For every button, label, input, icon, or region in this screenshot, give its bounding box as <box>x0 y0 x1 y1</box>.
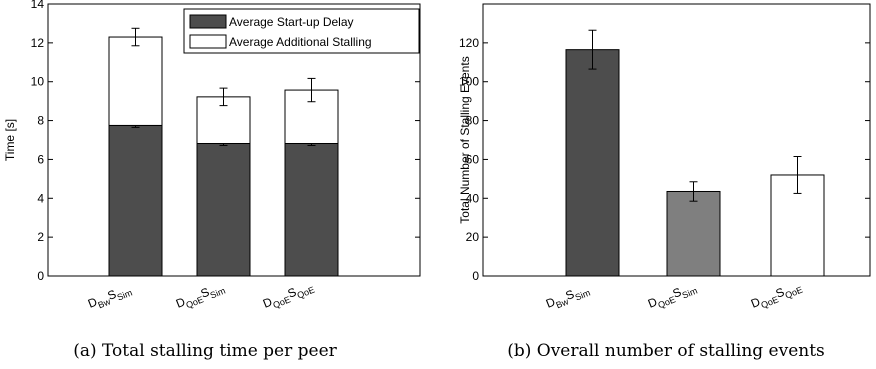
legend-swatch-0 <box>189 14 227 29</box>
bar-0-2 <box>284 142 339 277</box>
category-label-part: Sim <box>209 285 227 300</box>
category-label-part: QoE <box>296 285 316 301</box>
y-axis-label: Time [s] <box>3 119 17 161</box>
legend-label-0: Average Start-up Delay <box>229 15 354 29</box>
legend: Average Start-up Delay Average Additional… <box>183 8 420 54</box>
y-tick-label: 100 <box>459 75 479 89</box>
y-tick-label: 0 <box>472 269 479 283</box>
legend-label-1: Average Additional Stalling <box>229 35 372 49</box>
category-label-part: Bw <box>97 296 113 310</box>
plot-frame <box>482 3 871 277</box>
bar-0-1 <box>196 142 251 277</box>
bar-0 <box>565 49 620 277</box>
legend-swatch-1 <box>189 34 227 49</box>
category-label-2: DQoESQoE <box>261 278 316 314</box>
category-label-part: Sim <box>574 288 592 303</box>
category-label-1: DQoESSim <box>646 279 699 314</box>
y-tick-label: 4 <box>37 191 44 205</box>
y-tick-label: 2 <box>37 230 44 244</box>
bar-0-0 <box>108 124 163 277</box>
y-tick-label: 8 <box>37 114 44 128</box>
y-axis-label: Total Number of Stalling Events <box>458 56 472 223</box>
y-tick-label: 80 <box>466 114 480 128</box>
category-label-0: DBwSSim <box>86 281 134 314</box>
y-tick-label: 0 <box>37 269 44 283</box>
category-label-part: Bw <box>555 296 571 310</box>
caption: (b) Overall number of stalling events <box>507 341 825 361</box>
y-tick-label: 60 <box>466 152 480 166</box>
panel-a: 0 2 4 6 8 10 12 14 Time [s] DBwSSim DQoESSim DQoESQ… <box>3 0 421 361</box>
bar-2 <box>770 174 825 277</box>
y-tick-label: 12 <box>31 36 45 50</box>
y-tick-label: 40 <box>466 191 480 205</box>
y-tick-label: 10 <box>31 75 45 89</box>
plot-frame <box>47 3 421 277</box>
y-tick-label: 120 <box>459 36 479 50</box>
category-label-part: QoE <box>784 285 804 301</box>
category-label-0: DBwSSim <box>544 281 592 314</box>
category-label-1: DQoESSim <box>174 279 227 314</box>
y-tick-label: 14 <box>31 0 45 11</box>
caption: (a) Total stalling time per peer <box>73 341 337 361</box>
y-tick-label: 6 <box>37 152 44 166</box>
category-label-part: Sim <box>681 285 699 300</box>
category-label-part: Sim <box>116 288 134 303</box>
bar-1-0 <box>108 36 163 126</box>
y-tick-label: 20 <box>466 230 480 244</box>
bar-1 <box>666 190 721 277</box>
panel-b: 0 20 40 60 80 100 120 Total Number of Stalling … <box>458 3 871 361</box>
category-label-2: DQoESQoE <box>749 278 804 314</box>
